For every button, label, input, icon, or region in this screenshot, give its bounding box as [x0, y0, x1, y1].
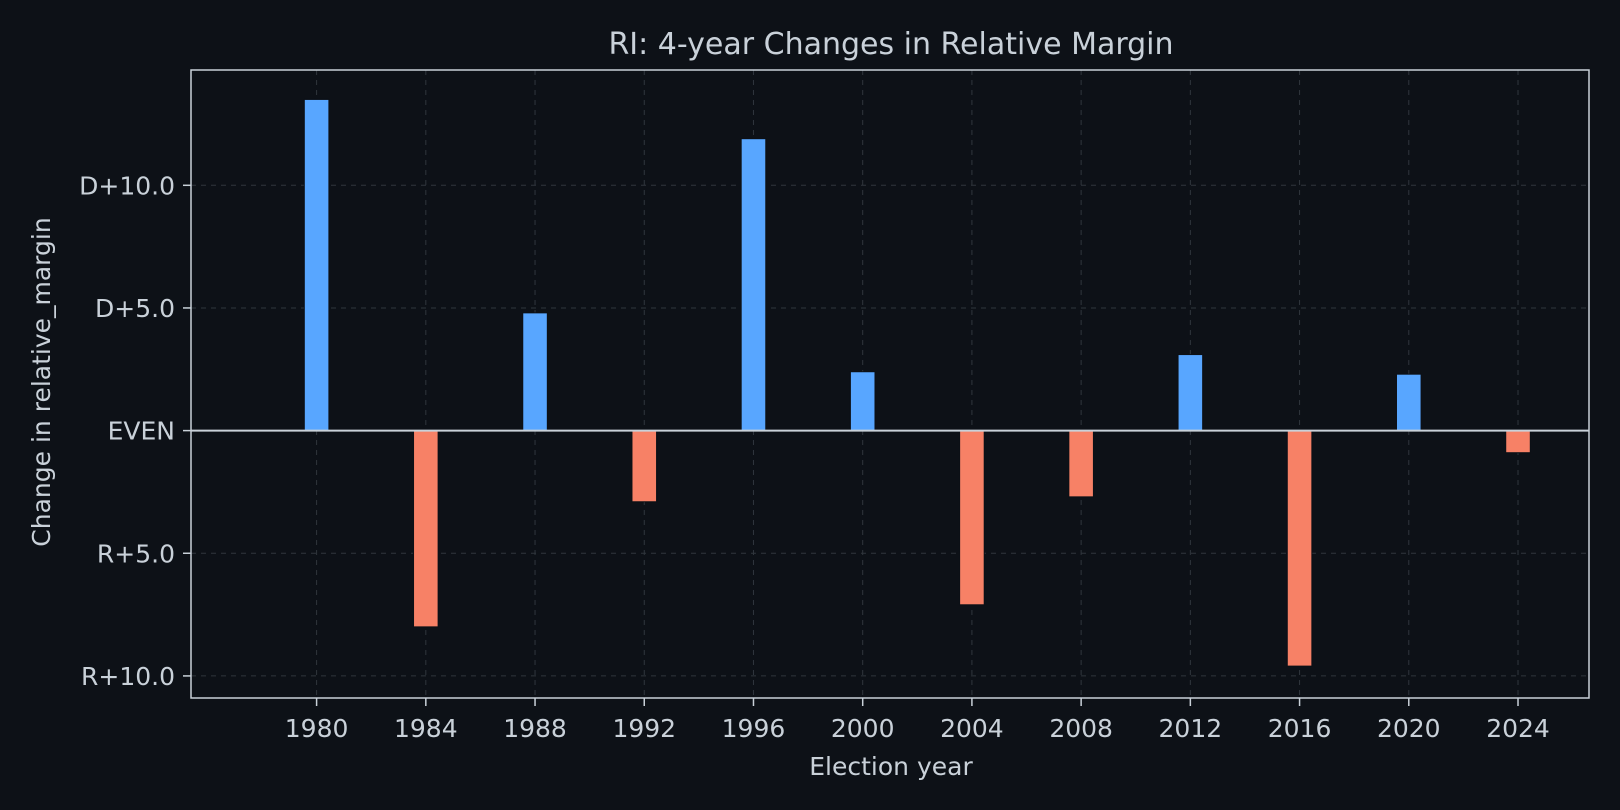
- bar-1992: [631, 430, 658, 503]
- bar-2020: [1396, 373, 1422, 432]
- bar-2000: [849, 371, 876, 432]
- bar-2004: [959, 430, 985, 606]
- x-axis-label: Election year: [809, 752, 973, 781]
- x-axis-ticks: 1980 1984 1988 1992 1996 2000 2004 2008 2012 2016…: [285, 698, 1550, 743]
- x-tick-label: 2024: [1486, 714, 1550, 743]
- y-tick-label: D+10.0: [79, 171, 175, 200]
- bar-1984: [413, 430, 439, 628]
- y-axis-label: Change in relative_margin: [27, 217, 56, 546]
- bar-2024: [1505, 430, 1531, 454]
- x-tick-label: 1988: [503, 714, 567, 743]
- x-tick-label: 2012: [1159, 714, 1223, 743]
- y-axis-ticks: D+10.0 D+5.0 EVEN R+5.0 R+10.0: [79, 171, 191, 691]
- x-tick-label: 1996: [722, 714, 786, 743]
- bar-1988: [522, 312, 548, 432]
- x-tick-label: 2004: [940, 714, 1004, 743]
- x-tick-label: 1984: [394, 714, 458, 743]
- y-tick-label: R+10.0: [81, 662, 175, 691]
- x-tick-label: 2016: [1268, 714, 1332, 743]
- y-tick-label: D+5.0: [95, 294, 175, 323]
- x-tick-label: 2008: [1049, 714, 1113, 743]
- x-tick-label: 2020: [1377, 714, 1441, 743]
- x-tick-label: 2000: [831, 714, 895, 743]
- bar-2008: [1068, 430, 1094, 498]
- bars: [303, 98, 1531, 667]
- y-tick-label: R+5.0: [97, 539, 175, 568]
- bar-1996: [740, 138, 767, 432]
- y-tick-label: EVEN: [108, 417, 175, 446]
- grid-lines: [191, 70, 1589, 698]
- plot-frame: [190, 69, 1590, 699]
- bar-2012: [1177, 354, 1204, 432]
- chart-title: RI: 4-year Changes in Relative Margin: [608, 27, 1173, 62]
- x-tick-label: 1980: [285, 714, 349, 743]
- bar-2016: [1286, 430, 1313, 667]
- x-tick-label: 1992: [612, 714, 676, 743]
- bar-1980: [303, 98, 330, 432]
